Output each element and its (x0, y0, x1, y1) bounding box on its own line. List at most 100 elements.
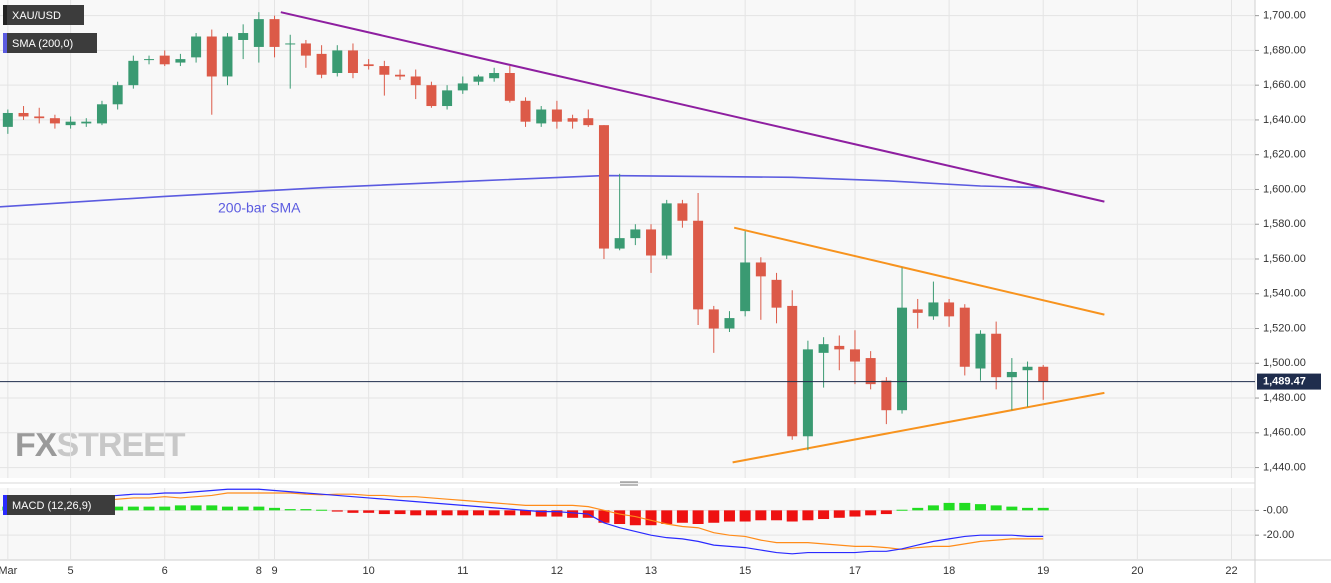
macd-line (7, 488, 1044, 555)
macd-histogram-bar (284, 509, 296, 511)
macd-histogram-bar (567, 510, 579, 518)
macd-histogram-bar (755, 510, 767, 521)
macd-stripe (3, 495, 7, 515)
macd-histogram-bar (237, 506, 249, 511)
candle-body (81, 121, 92, 124)
candle-body (489, 73, 500, 79)
x-tick-label: 20 (1131, 565, 1143, 577)
candle-body (975, 333, 986, 369)
y-tick-label: 1,560.00 (1263, 253, 1306, 265)
macd-histogram-bar (818, 510, 830, 520)
macd-histogram-bar (1006, 506, 1018, 511)
symbol-box[interactable] (3, 5, 84, 25)
macd-histogram-bar (974, 504, 986, 511)
x-tick-label: 19 (1037, 565, 1049, 577)
macd-histogram-bar (912, 507, 924, 511)
candle-body (159, 55, 170, 65)
macd-histogram-bar (692, 510, 704, 524)
candle-body (520, 100, 531, 122)
x-tick-label: 5 (68, 565, 74, 577)
macd-histogram-bar (331, 510, 343, 512)
macd-histogram-bar (253, 506, 265, 511)
candle-body (693, 220, 704, 310)
x-tick-label: 6 (162, 565, 168, 577)
x-tick-label: 15 (739, 565, 751, 577)
macd-histogram-bar (363, 510, 375, 513)
x-tick-label: Mar (0, 565, 18, 577)
watermark-street: STREET (56, 426, 185, 464)
macd-histogram-bar (206, 505, 218, 511)
candle-body (442, 90, 453, 107)
x-tick-label: 18 (943, 565, 955, 577)
y-tick-label: -0.00 (1263, 504, 1288, 516)
macd-histogram-bar (959, 502, 971, 511)
x-tick-label: 12 (551, 565, 563, 577)
candle-body (128, 60, 139, 86)
trendline (732, 391, 1105, 464)
indicator-label: SMA (200,0) (12, 38, 73, 50)
macd-histogram-bar (300, 509, 312, 511)
plot-background (0, 0, 1255, 478)
candle-body (175, 59, 186, 63)
y-tick-label: -20.00 (1263, 529, 1294, 541)
candle-body (1038, 366, 1049, 382)
y-tick-label: 1,600.00 (1263, 183, 1306, 195)
x-tick-label: 9 (271, 565, 277, 577)
candle-body (708, 309, 719, 329)
candle-body (740, 262, 751, 312)
macd-histogram-bar (880, 510, 892, 515)
candle-body (65, 121, 76, 126)
indicator-box[interactable] (3, 33, 97, 53)
macd-histogram-bar (676, 510, 688, 523)
watermark-fx: FX (15, 426, 58, 464)
candle-body (96, 104, 107, 124)
candle-body (379, 66, 390, 75)
candle-body (222, 36, 233, 77)
y-tick-label: 1,460.00 (1263, 427, 1306, 439)
macd-histogram-bar (535, 510, 547, 517)
x-tick-label: 13 (645, 565, 657, 577)
macd-histogram-bar (849, 510, 861, 517)
macd-histogram-bar (378, 510, 390, 515)
candle-body (285, 43, 296, 45)
macd-histogram-bar (159, 506, 171, 511)
candle-body (849, 349, 860, 362)
macd-histogram-bar (127, 506, 139, 511)
last-price-label: 1,489.47 (1263, 375, 1306, 387)
macd-histogram-bar (786, 510, 798, 522)
macd-histogram-bar (143, 506, 155, 511)
y-tick-label: 1,680.00 (1263, 44, 1306, 56)
macd-histogram-bar (739, 510, 751, 522)
macd-histogram-bar (661, 510, 673, 524)
candle-body (755, 262, 766, 277)
macd-histogram-bar (943, 502, 955, 511)
x-tick-label: 11 (457, 565, 468, 577)
candle-body (661, 203, 672, 256)
macd-histogram-bar (771, 510, 783, 521)
macd-histogram-bar (394, 510, 406, 515)
candle-body (536, 109, 547, 124)
candle-body (646, 229, 657, 256)
macd-histogram-bar (629, 510, 641, 526)
y-tick-label: 1,480.00 (1263, 392, 1306, 404)
candle-body (818, 344, 829, 353)
candle-body (332, 50, 343, 74)
macd-histogram-bar (708, 510, 720, 523)
y-tick-label: 1,500.00 (1263, 357, 1306, 369)
candle-body (410, 76, 421, 86)
candle-body (598, 125, 609, 249)
macd-histogram-bar (896, 509, 908, 511)
y-tick-label: 1,580.00 (1263, 218, 1306, 230)
macd-histogram-bar (551, 510, 563, 517)
candle-body (787, 305, 798, 437)
candle-body (269, 19, 280, 47)
macd-histogram-bar (441, 510, 453, 516)
candle-body (191, 36, 202, 58)
macd-histogram-bar (614, 510, 626, 524)
y-tick-label: 1,700.00 (1263, 10, 1306, 22)
x-tick-label: 10 (363, 565, 375, 577)
macd-box[interactable] (3, 495, 115, 515)
separator-grip[interactable] (620, 481, 638, 486)
